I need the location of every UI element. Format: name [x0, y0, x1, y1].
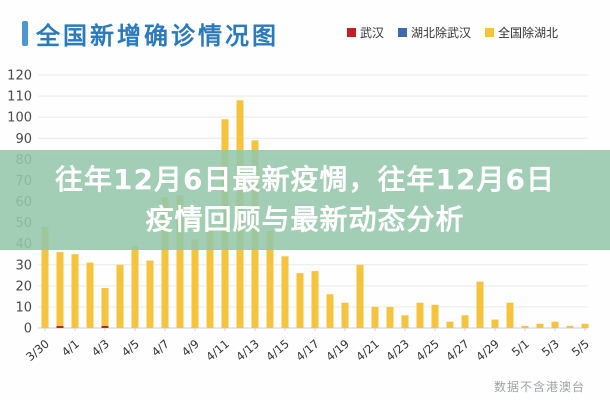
legend-item-hubei-except-wuhan: 湖北除武汉: [397, 24, 471, 41]
chart-legend: 武汉 湖北除武汉 全国除湖北: [346, 24, 558, 41]
legend-label-national-except-hubei: 全国除湖北: [497, 26, 558, 40]
bar-segment-5/1: [521, 325, 529, 328]
y-tick-label: 0: [24, 322, 32, 337]
y-tick-label: 20: [15, 279, 32, 294]
x-tick-label: 4/19: [323, 337, 352, 364]
bar-segment-5/3: [551, 321, 559, 328]
bar-segment-5/2: [536, 323, 544, 328]
data-scope-note: 数据不含港澳台: [493, 380, 585, 394]
bar-segment-4/20: [356, 264, 364, 328]
headline-line-1: 往年12月6日最新疫惆，往年12月6日: [55, 163, 555, 196]
x-tick-label: 5/3: [539, 337, 562, 360]
y-tick-label: 120: [7, 69, 32, 84]
x-tick-label: 3/30: [23, 337, 52, 364]
x-tick-label: 4/29: [473, 337, 502, 364]
legend-item-national-except-hubei: 全国除湖北: [484, 24, 558, 41]
legend-label-wuhan: 武汉: [359, 26, 384, 40]
bar-segment-4/3: [101, 325, 109, 328]
y-tick-label: 90: [15, 132, 32, 147]
bar-segment-4/18: [326, 294, 334, 328]
bar-segment-4/25: [431, 304, 439, 328]
x-tick-label: 4/9: [179, 337, 202, 360]
bar-segment-4/29: [491, 319, 499, 328]
bar-segment-4/30: [506, 302, 514, 328]
bar-segment-4/17: [311, 271, 319, 328]
bar-segment-4/28: [476, 281, 484, 328]
bar-segment-4/6: [146, 260, 154, 328]
bar-segment-4/23: [401, 315, 409, 328]
y-tick-label: 110: [7, 90, 32, 105]
y-tick-label: 10: [15, 300, 32, 315]
x-tick-label: 5/5: [569, 337, 592, 360]
bar-segment-4/5: [131, 245, 139, 328]
bar-segment-4/10: [206, 231, 214, 328]
x-tick-label: 4/11: [203, 337, 232, 364]
bar-segment-4/9: [191, 239, 199, 328]
bar-segment-3/31: [56, 325, 64, 328]
title-marker-bar: [22, 21, 28, 46]
bar-segment-5/4: [566, 325, 574, 328]
x-tick-label: 4/25: [413, 337, 442, 364]
legend-label-hubei-except-wuhan: 湖北除武汉: [410, 26, 471, 40]
x-tick-label: 4/7: [149, 337, 172, 360]
x-tick-label: 4/13: [233, 337, 262, 364]
legend-item-wuhan: 武汉: [346, 24, 384, 41]
x-tick-label: 4/27: [443, 337, 472, 364]
bar-segment-4/27: [461, 315, 469, 328]
bar-segment-4/3: [101, 287, 109, 326]
headline-overlay: 往年12月6日最新疫惆，往年12月6日 疫情回顾与最新动态分析: [0, 150, 610, 250]
bar-segment-4/21: [371, 306, 379, 328]
x-tick-label: 4/15: [263, 337, 292, 364]
x-tick-label: 4/21: [353, 337, 382, 364]
bar-segment-4/8: [176, 195, 184, 328]
bar-segment-3/30: [41, 226, 49, 328]
bar-segment-4/4: [116, 264, 124, 328]
bar-segment-4/19: [341, 302, 349, 328]
y-tick-label: 100: [7, 111, 32, 126]
bar-segment-4/16: [296, 273, 304, 328]
headline-line-2: 疫情回顾与最新动态分析: [145, 203, 465, 236]
bar-segment-4/26: [446, 321, 454, 328]
page-title: 全国新增确诊情况图: [36, 22, 279, 50]
chart-header: 全国新增确诊情况图: [22, 16, 279, 51]
bar-segment-4/24: [416, 302, 424, 328]
x-tick-label: 4/23: [383, 337, 412, 364]
bar-segment-4/22: [386, 306, 394, 328]
bar-segment-4/14: [266, 231, 274, 328]
x-tick-label: 5/1: [509, 337, 532, 360]
x-tick-label: 4/3: [89, 337, 112, 360]
x-tick-label: 4/5: [119, 337, 142, 360]
bar-segment-4/7: [161, 197, 169, 328]
bar-segment-4/1: [71, 254, 79, 328]
bar-segment-4/2: [86, 262, 94, 328]
x-tick-label: 4/17: [293, 337, 322, 364]
legend-swatch-hubei-except-wuhan: [397, 28, 407, 37]
y-tick-label: 30: [15, 258, 32, 273]
bar-segment-4/15: [281, 256, 289, 328]
bar-segment-3/31: [56, 252, 64, 326]
bar-segment-5/5: [581, 323, 589, 328]
legend-swatch-national-except-hubei: [484, 28, 494, 37]
x-tick-label: 4/1: [59, 337, 82, 360]
legend-swatch-wuhan: [346, 28, 356, 37]
